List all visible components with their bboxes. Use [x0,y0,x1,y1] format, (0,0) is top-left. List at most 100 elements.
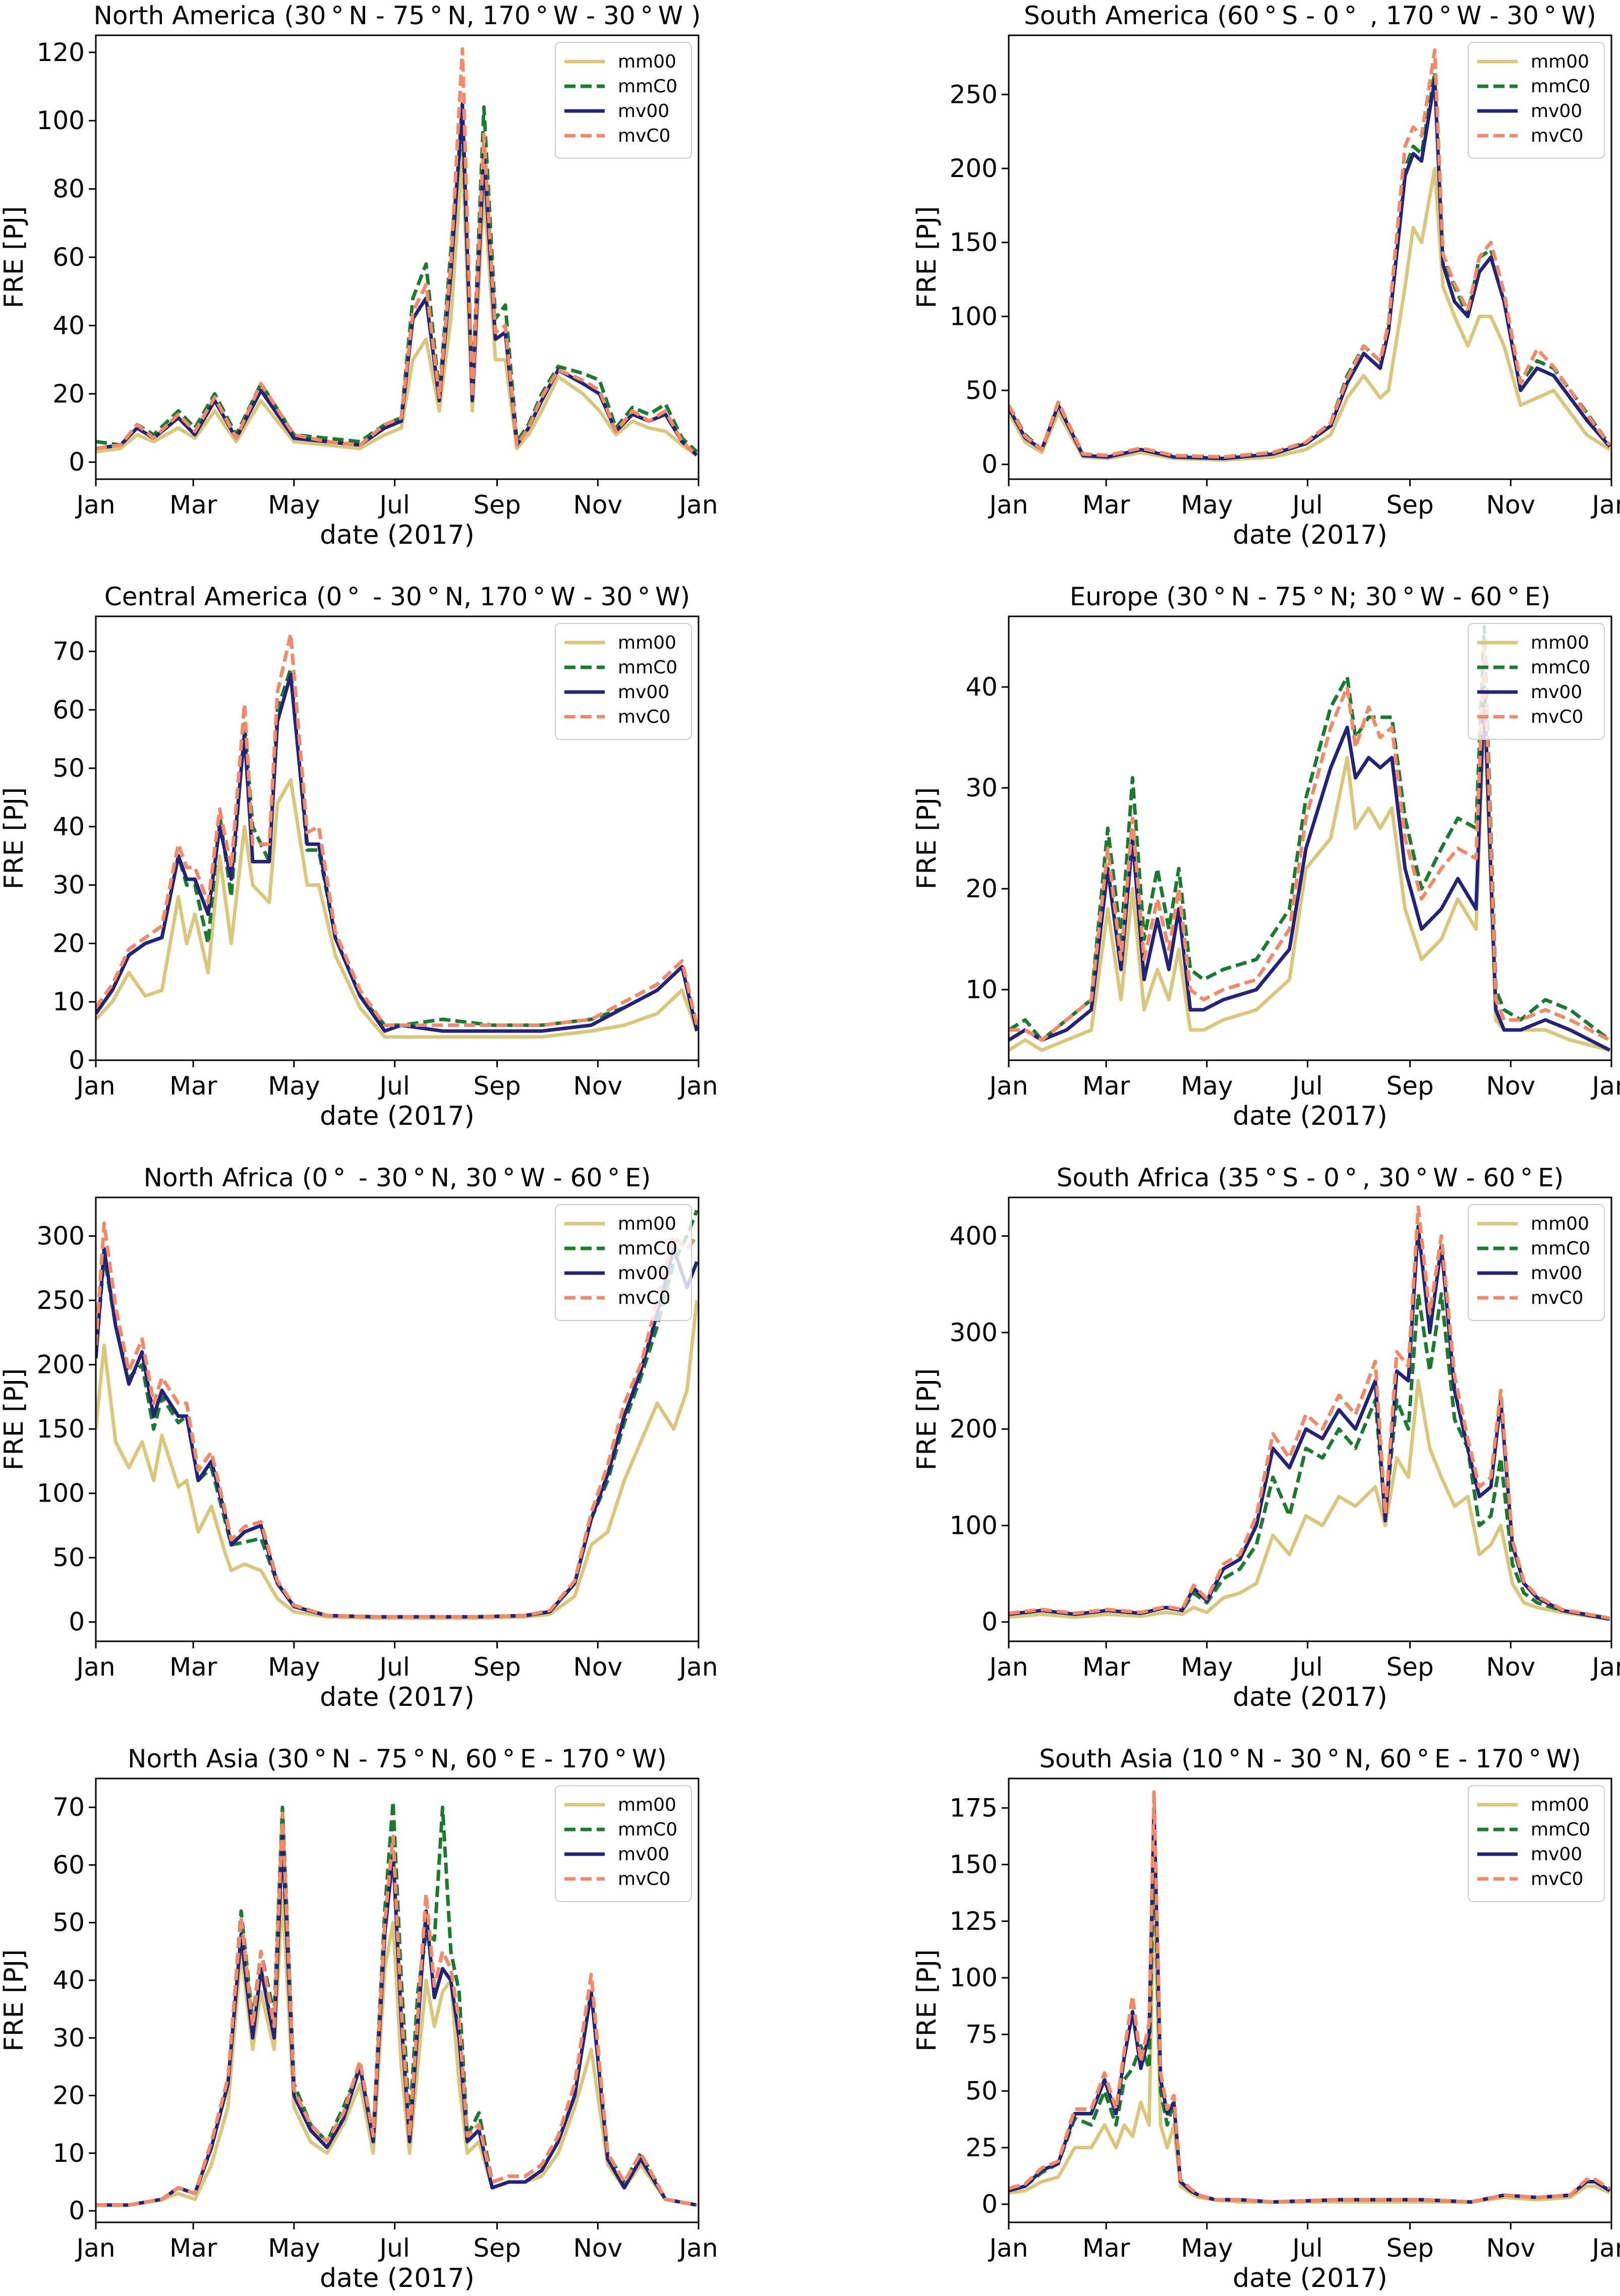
x-tick-label: Nov [1486,1071,1535,1101]
series-line-mm00 [96,1300,697,1618]
x-tick-label: Jan [75,1652,115,1682]
x-tick-label: Nov [1486,1652,1535,1682]
y-tick-label: 20 [52,2081,85,2110]
y-tick-label: 0 [981,2190,998,2219]
chart-panel: Central America (0 ° - 30 ° N, 170 ° W -… [0,582,718,1131]
x-tick-label: Nov [573,490,622,520]
y-tick-label: 60 [52,1850,85,1879]
y-tick-label: 100 [950,1511,998,1540]
legend-label-mm00: mm00 [618,51,676,72]
y-tick-label: 70 [52,1793,85,1822]
y-tick-label: 0 [69,447,85,477]
x-tick-label: Nov [573,1071,622,1101]
y-tick-label: 100 [950,1963,998,1992]
x-axis-label: date (2017) [320,1101,475,1131]
chart-panel: South America (60 ° S - 0 ° , 170 ° W - … [912,1,1620,550]
x-tick-label: Sep [473,490,520,520]
y-tick-label: 150 [950,1850,998,1879]
legend: mm00 mmC0 mv00 mvC0 [555,1204,691,1321]
legend: mm00 mmC0 mv00 mvC0 [1468,1204,1604,1321]
x-tick-label: May [268,1652,320,1682]
x-tick-label: Sep [1386,490,1433,520]
y-tick-label: 0 [69,2196,85,2225]
legend: mm00 mmC0 mv00 mvC0 [1468,42,1604,158]
legend: mm00 mmC0 mv00 mvC0 [1468,623,1604,739]
x-tick-label: May [1181,1652,1233,1682]
x-tick-label: Jul [378,490,410,520]
y-tick-label: 40 [52,311,85,340]
x-tick-label: Nov [573,1652,622,1682]
x-tick-label: Jan [988,2233,1028,2263]
series-line-mm00 [1009,1381,1610,1620]
legend-label-mmC0: mmC0 [618,657,677,678]
y-tick-label: 150 [37,1414,85,1444]
x-axis-label: date (2017) [1233,520,1387,550]
x-tick-label: Sep [473,1071,520,1101]
legend-label-mm00: mm00 [618,1795,676,1815]
y-tick-label: 200 [950,1414,998,1444]
chart-title: South Africa (35 ° S - 0 ° , 30 ° W - 60… [1057,1163,1564,1192]
y-tick-label: 250 [950,80,998,109]
legend-label-mm00: mm00 [618,1214,676,1234]
y-tick-label: 200 [950,154,998,183]
x-tick-label: Jan [1590,2233,1620,2263]
x-tick-label: Mar [1082,1071,1130,1101]
y-tick-label: 40 [52,812,85,841]
x-tick-label: May [1181,2233,1233,2263]
y-tick-label: 40 [52,1966,85,1995]
x-tick-label: Jan [1590,1652,1620,1682]
y-axis-label: FRE [PJ] [0,787,29,890]
y-tick-label: 30 [965,773,998,802]
chart-title: Central America (0 ° - 30 ° N, 170 ° W -… [104,582,690,611]
chart-panel: North America (30 ° N - 75 ° N, 170 ° W … [0,1,718,550]
x-tick-label: Sep [473,1652,520,1682]
y-tick-label: 50 [52,1908,85,1937]
x-tick-label: Jan [75,2233,115,2263]
x-tick-label: Sep [473,2233,520,2263]
figure: North America (30 ° N - 75 ° N, 170 ° W … [0,0,1620,2296]
x-tick-label: Jul [1291,2233,1322,2263]
legend-label-mvC0: mvC0 [618,126,670,146]
x-tick-label: May [268,490,320,520]
y-tick-label: 10 [52,987,85,1016]
x-tick-label: Mar [1082,1652,1130,1682]
legend-label-mvC0: mvC0 [618,1869,670,1889]
x-tick-label: Mar [169,1071,217,1101]
x-tick-label: Mar [169,490,217,520]
y-tick-label: 20 [52,379,85,409]
legend-label-mm00: mm00 [618,633,676,653]
x-tick-label: Mar [1082,490,1130,520]
y-tick-label: 300 [950,1318,998,1347]
x-tick-label: Jan [988,490,1028,520]
x-tick-label: Nov [1486,2233,1535,2263]
x-tick-label: Jan [677,490,718,520]
y-axis-label: FRE [PJ] [912,1368,942,1471]
legend-label-mv00: mv00 [618,101,669,122]
legend-label-mmC0: mmC0 [618,76,677,97]
chart-panel: Europe (30 ° N - 75 ° N; 30 ° W - 60 ° E… [912,582,1620,1131]
legend-label-mmC0: mmC0 [1531,1238,1590,1259]
y-axis-label: FRE [PJ] [912,206,942,309]
chart-title: North Africa (0 ° - 30 ° N, 30 ° W - 60 … [144,1163,651,1192]
legend-label-mvC0: mvC0 [1531,707,1583,727]
x-tick-label: Jan [677,2233,718,2263]
legend-label-mv00: mv00 [1531,682,1582,703]
y-tick-label: 300 [37,1222,85,1251]
y-tick-label: 100 [37,106,85,135]
y-tick-label: 50 [965,2077,998,2106]
x-axis-label: date (2017) [1233,1682,1387,1712]
x-tick-label: Nov [573,2233,622,2263]
legend-label-mmC0: mmC0 [1531,76,1590,97]
x-axis-label: date (2017) [320,1682,475,1712]
y-tick-label: 175 [950,1793,998,1822]
y-tick-label: 0 [69,1046,85,1075]
y-tick-label: 10 [52,2139,85,2168]
x-tick-label: Jul [1291,490,1322,520]
legend-label-mvC0: mvC0 [618,1288,670,1308]
x-tick-label: Jul [378,2233,410,2263]
legend-label-mm00: mm00 [1531,1214,1589,1234]
x-tick-label: Sep [1386,1071,1433,1101]
legend: mm00 mmC0 mv00 mvC0 [1468,1786,1604,1902]
y-tick-label: 20 [52,929,85,958]
x-tick-label: Jan [988,1071,1028,1101]
